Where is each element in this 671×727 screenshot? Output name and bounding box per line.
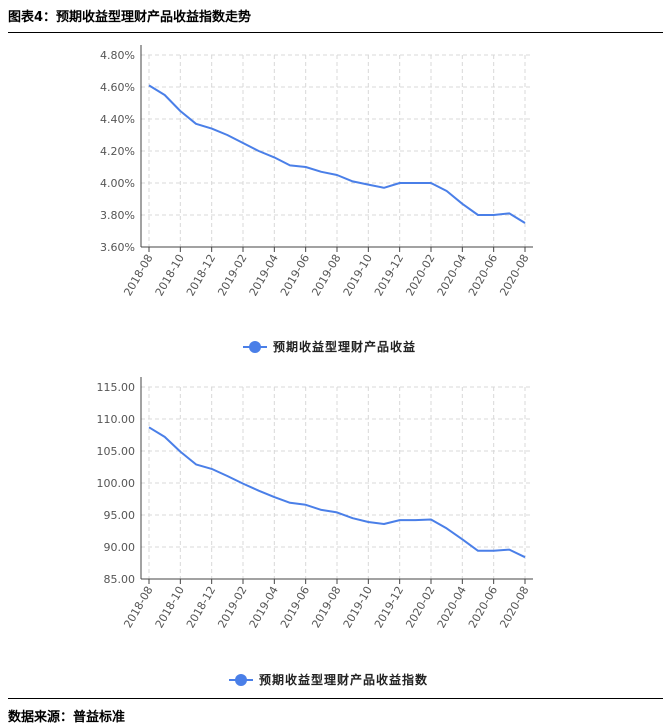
x-tick-label: 2020-08 [497,584,531,630]
x-tick-label: 2019-10 [341,584,375,630]
x-tick-label: 2019-02 [215,584,249,630]
y-tick-label: 90.00 [104,541,136,554]
x-tick-label: 2019-10 [341,252,375,298]
y-tick-label: 3.60% [100,241,135,254]
y-tick-label: 4.80% [100,49,135,62]
x-tick-label: 2018-10 [153,584,187,630]
x-tick-label: 2019-04 [247,252,281,298]
y-tick-label: 85.00 [104,573,136,586]
y-tick-label: 110.00 [97,413,136,426]
x-tick-label: 2018-12 [184,252,218,298]
x-tick-label: 2018-08 [121,252,155,298]
figure-title: 图表4：预期收益型理财产品收益指数走势 [8,10,252,25]
x-tick-label: 2020-08 [497,252,531,298]
x-tick-label: 2018-08 [121,584,155,630]
x-tick-label: 2019-06 [278,584,312,630]
legend-marker-icon [249,341,261,353]
data-source: 数据来源：普益标准 [8,710,126,725]
legend-label: 预期收益型理财产品收益 [273,339,416,354]
x-tick-label: 2019-08 [309,252,343,298]
series-line [148,426,526,559]
top-divider [8,32,663,33]
x-tick-label: 2020-04 [435,584,469,630]
x-tick-label: 2020-06 [466,252,500,298]
x-tick-label: 2020-02 [403,252,437,298]
legend-marker-icon [235,674,247,686]
y-tick-label: 115.00 [97,381,136,394]
y-tick-label: 100.00 [97,477,136,490]
series-line [148,84,526,224]
legend-label: 预期收益型理财产品收益指数 [259,672,428,687]
yield-index-line-chart: 85.00 90.00 95.00 100.00 105.00 110.00 115.00 2… [97,377,533,687]
x-tick-label: 2019-02 [215,252,249,298]
y-tick-label: 4.20% [100,145,135,158]
x-tick-label: 2019-04 [247,584,281,630]
y-tick-label: 105.00 [97,445,136,458]
x-tick-label: 2019-12 [372,252,406,298]
x-tick-label: 2020-02 [403,584,437,630]
bottom-divider [8,698,663,699]
x-tick-label: 2019-12 [372,584,406,630]
x-tick-label: 2019-06 [278,252,312,298]
yield-line-chart: 3.60% 3.80% 4.00% 4.20% 4.40% 4.60% 4.80% 2018-… [100,45,533,354]
x-tick-label: 2018-12 [184,584,218,630]
x-tick-label: 2018-10 [153,252,187,298]
y-tick-label: 3.80% [100,209,135,222]
y-tick-label: 4.40% [100,113,135,126]
y-tick-label: 4.00% [100,177,135,190]
y-tick-label: 4.60% [100,81,135,94]
x-tick-label: 2020-06 [466,584,500,630]
y-tick-label: 95.00 [104,509,136,522]
x-tick-label: 2019-08 [309,584,343,630]
x-tick-label: 2020-04 [435,252,469,298]
